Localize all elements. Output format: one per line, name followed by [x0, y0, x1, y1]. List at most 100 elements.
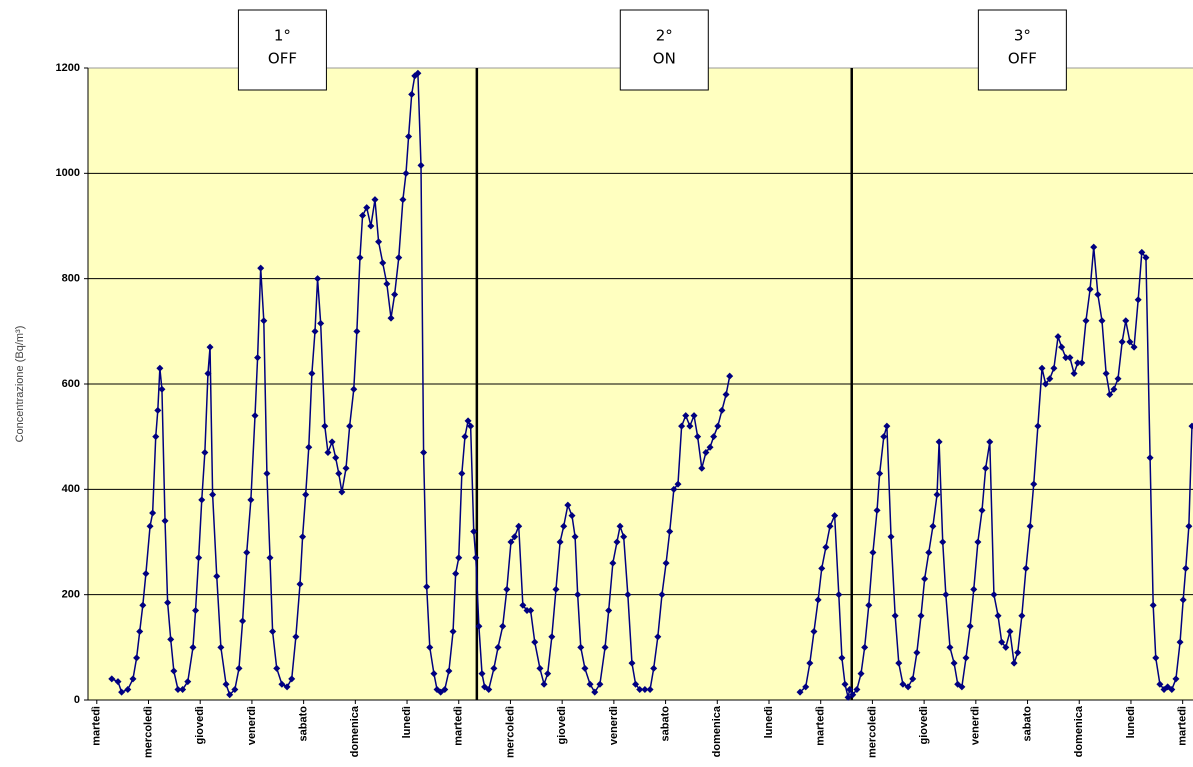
y-tick-label: 400 [62, 483, 80, 495]
data-point [1054, 333, 1062, 341]
data-point [666, 527, 674, 535]
data-point [299, 533, 307, 541]
data-point [417, 161, 425, 169]
data-point [1034, 422, 1042, 430]
data-point [613, 538, 621, 546]
data-point [678, 422, 686, 430]
data-point [1022, 564, 1030, 572]
data-point [714, 422, 722, 430]
data-point [367, 222, 375, 230]
data-point [507, 538, 515, 546]
data-point [494, 643, 502, 651]
data-point [958, 683, 966, 691]
data-point [1110, 385, 1118, 393]
data-point [835, 591, 843, 599]
annotation-text: OFF [1008, 50, 1037, 68]
data-point [472, 554, 480, 562]
annotation-box [619, 9, 709, 91]
data-point [650, 664, 658, 672]
data-point [536, 664, 544, 672]
data-point [1070, 369, 1078, 377]
data-point [1090, 243, 1098, 251]
data-point [1134, 296, 1142, 304]
data-point [624, 591, 632, 599]
data-point [195, 554, 203, 562]
data-point [441, 685, 449, 693]
data-point [458, 470, 466, 478]
x-tick-label: lunedì [1125, 706, 1137, 738]
data-point [646, 685, 654, 693]
data-point [690, 412, 698, 420]
x-tick-label: domenica [711, 705, 723, 757]
data-point [718, 406, 726, 414]
data-point [1130, 343, 1138, 351]
data-point [124, 685, 132, 693]
data-point [449, 628, 457, 636]
y-axis-label: Concentrazione (Bq/m³) [14, 326, 26, 443]
data-point [164, 599, 172, 607]
x-tick-label: sabato [298, 706, 310, 742]
data-point [929, 522, 937, 530]
y-tick-label: 1000 [56, 167, 80, 179]
data-point [1050, 364, 1058, 372]
data-point [577, 643, 585, 651]
data-point [1114, 375, 1122, 383]
data-point [356, 254, 364, 262]
data-point [213, 572, 221, 580]
data-point [726, 372, 734, 380]
data-point [970, 585, 978, 593]
data-point [235, 664, 243, 672]
data-point [913, 649, 921, 657]
data-point [574, 591, 582, 599]
data-point [632, 680, 640, 688]
data-point [247, 496, 255, 504]
data-point [1179, 596, 1187, 604]
data-point [844, 693, 852, 701]
data-point [314, 275, 322, 283]
data-point [133, 654, 141, 662]
y-tick-label: 0 [74, 694, 80, 706]
data-point [1026, 522, 1034, 530]
data-point [328, 438, 336, 446]
data-point [909, 675, 917, 683]
data-point [184, 678, 192, 686]
data-point [1006, 628, 1014, 636]
data-point [641, 685, 649, 693]
data-point [490, 664, 498, 672]
data-point [152, 433, 160, 441]
data-point [846, 685, 854, 693]
data-point [395, 254, 403, 262]
data-point [548, 633, 556, 641]
data-point [620, 533, 628, 541]
data-point [921, 575, 929, 583]
data-point [158, 385, 166, 393]
data-point [838, 654, 846, 662]
y-tick-label: 200 [62, 589, 80, 601]
data-point [990, 591, 998, 599]
data-point [470, 527, 478, 535]
data-point [596, 680, 604, 688]
data-point [895, 659, 903, 667]
data-point [204, 369, 212, 377]
data-point [523, 606, 531, 614]
annotation-text: 1° [274, 27, 291, 45]
data-point [544, 670, 552, 678]
data-point [568, 512, 576, 520]
data-point [260, 317, 268, 325]
data-point [1058, 343, 1066, 351]
data-point [402, 169, 410, 177]
annotation-box [237, 9, 327, 91]
annotation-box [977, 9, 1067, 91]
data-point [682, 412, 690, 420]
data-point [670, 485, 678, 493]
data-point [375, 238, 383, 246]
data-point [511, 533, 519, 541]
data-point [519, 601, 527, 609]
data-point [342, 464, 350, 472]
data-point [841, 680, 849, 688]
data-point [338, 488, 346, 496]
data-point [1182, 564, 1190, 572]
x-tick-label: lunedì [401, 706, 413, 738]
data-point [853, 685, 861, 693]
data-point [939, 538, 947, 546]
